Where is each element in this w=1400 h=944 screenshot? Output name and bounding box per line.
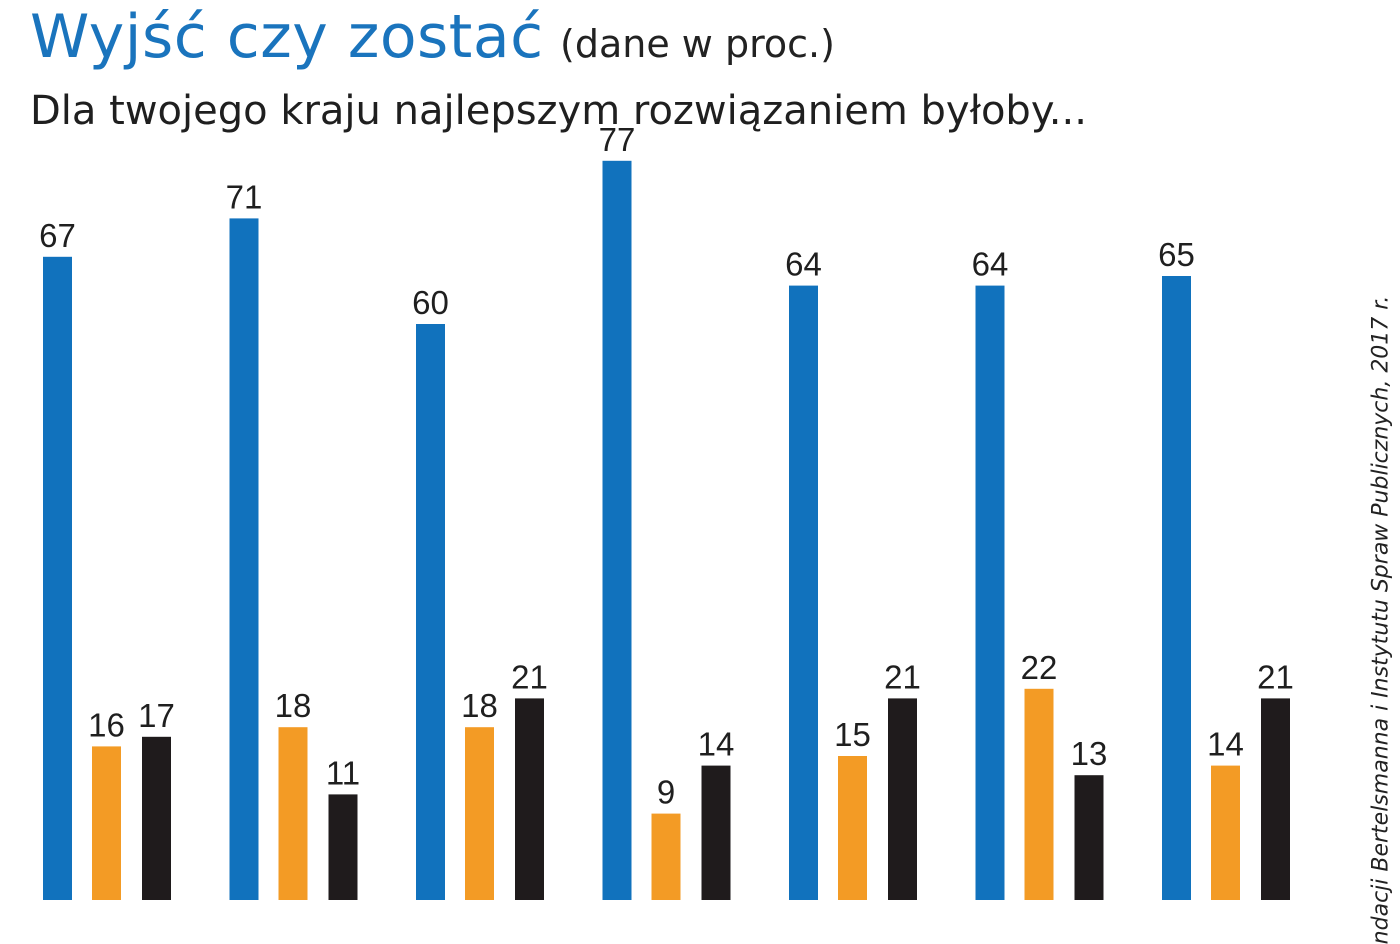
bar-s3-g6 (1074, 775, 1104, 900)
bar-s3-g1 (142, 736, 171, 900)
bar-s1-g5 (789, 285, 818, 900)
bar-chart: 67 71 60 77 64 64 65 16 18 18 9 15 22 14 17 11 21 14 21 13 2… (39, 121, 1294, 900)
value-label-s1-g3: 60 (412, 284, 449, 321)
bar-s1-g6 (975, 285, 1005, 900)
bar-s1-g3 (416, 324, 445, 900)
bar-s2-g5 (838, 756, 867, 900)
value-label-s1-g6: 64 (972, 246, 1009, 283)
chart-title: Wyjść czy zostać (30, 2, 544, 72)
chart-title-row: Wyjść czy zostać (dane w proc.) (30, 2, 835, 72)
bar-s1-g7 (1162, 276, 1191, 900)
chart-subtitle: Dla twojego kraju najlepszym rozwiązanie… (30, 88, 1087, 134)
value-label-s1-g2: 71 (226, 178, 263, 215)
value-label-s2-g4: 9 (657, 774, 675, 811)
value-label-s2-g1: 16 (88, 706, 125, 743)
bar-s1-g2 (229, 218, 259, 900)
bar-s2-g3 (465, 727, 494, 900)
value-label-s2-g7: 14 (1207, 726, 1244, 763)
bar-s3-g4 (701, 765, 731, 900)
value-label-s3-g5: 21 (884, 658, 921, 695)
source-note: ndacji Bertelsmanna i Instytutu Spraw Pu… (1368, 295, 1394, 944)
bar-s1-g4 (602, 160, 632, 900)
value-label-s2-g2: 18 (275, 687, 312, 724)
bar-s2-g7 (1211, 765, 1240, 900)
bar-s3-g2 (328, 794, 358, 900)
value-label-s3-g6: 13 (1071, 735, 1108, 772)
bar-s2-g2 (278, 727, 308, 900)
bar-s2-g6 (1024, 688, 1054, 900)
value-label-s3-g3: 21 (511, 658, 548, 695)
value-label-s2-g6: 22 (1021, 649, 1058, 686)
bar-s1-g1 (43, 256, 72, 900)
value-label-s1-g7: 65 (1158, 236, 1195, 273)
value-label-s1-g5: 64 (785, 246, 822, 283)
bar-s3-g7 (1261, 698, 1290, 900)
chart-title-note: (dane w proc.) (560, 22, 835, 66)
value-label-s3-g7: 21 (1257, 658, 1294, 695)
value-label-s1-g4: 77 (599, 121, 636, 158)
value-label-s3-g1: 17 (138, 697, 175, 734)
value-label-s3-g2: 11 (326, 754, 360, 791)
bar-s3-g5 (888, 698, 917, 900)
bar-s2-g4 (651, 813, 681, 900)
value-label-s2-g3: 18 (461, 687, 498, 724)
value-label-s1-g1: 67 (39, 217, 76, 254)
value-label-s2-g5: 15 (834, 716, 871, 753)
bar-s2-g1 (92, 746, 121, 900)
bar-s3-g3 (515, 698, 544, 900)
value-label-s3-g4: 14 (698, 726, 735, 763)
